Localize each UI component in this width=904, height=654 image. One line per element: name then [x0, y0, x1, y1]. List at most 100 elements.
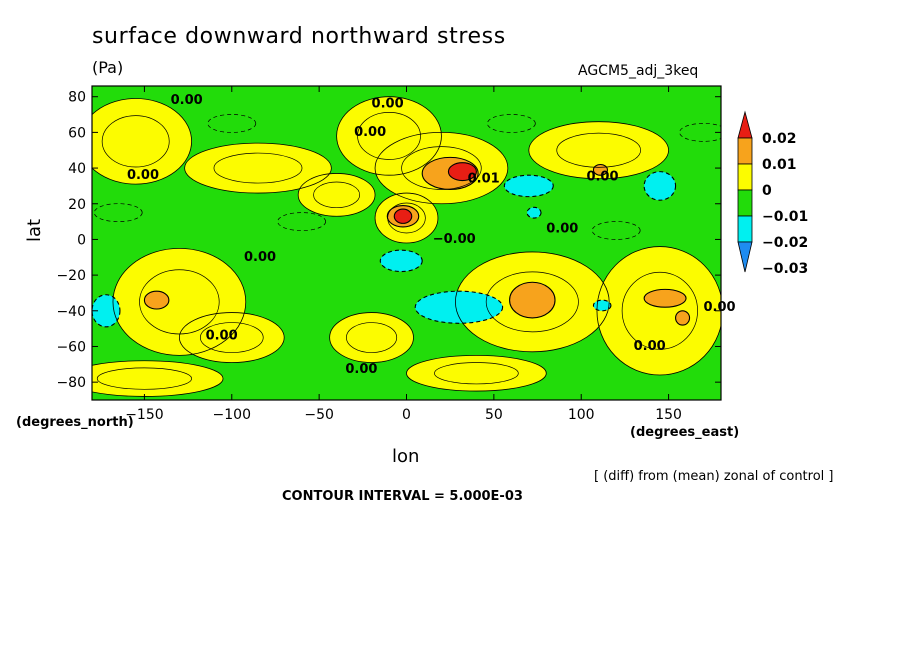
contour-label: 0.00 — [206, 328, 238, 343]
contour-region — [92, 360, 224, 397]
contour-line — [393, 208, 413, 224]
x-tick-label: 0 — [402, 407, 411, 423]
contour-label: 0.00 — [704, 300, 736, 315]
colorbar-label: 0 — [762, 183, 772, 199]
contour-region — [528, 121, 669, 179]
chart-title: surface downward northward stress — [92, 24, 506, 49]
contour-line — [528, 121, 669, 180]
contour-interval-label: CONTOUR INTERVAL = 5.000E-03 — [282, 489, 523, 504]
contour-region — [527, 207, 542, 219]
contour-line — [455, 251, 610, 353]
x-tick-label: 100 — [568, 407, 595, 423]
contour-line — [277, 212, 327, 231]
contour-label: 0.00 — [634, 339, 666, 354]
contour-line — [93, 203, 143, 223]
x-tick-label: −150 — [125, 407, 163, 423]
contour-line — [379, 249, 423, 273]
difference-note: [ (diff) from (mean) zonal of control ] — [594, 469, 834, 484]
contour-line — [199, 322, 264, 353]
contour-line — [503, 174, 554, 198]
contour-line — [374, 131, 509, 205]
contour-label: 0.01 — [468, 171, 500, 186]
contour-label: −0.00 — [433, 232, 476, 247]
colorbar-swatch — [737, 241, 753, 273]
contour-line — [329, 312, 414, 363]
contour-region — [179, 312, 285, 363]
y-tick-label: 0 — [77, 232, 86, 248]
contour-region — [406, 355, 547, 392]
contour-line — [346, 322, 398, 353]
contour-region — [596, 246, 721, 376]
contour-line — [596, 246, 721, 376]
contour-line — [374, 192, 439, 244]
contour-line — [401, 146, 482, 190]
contour-labels: 0.00 0.00 0.00 0.00 0.01 0.00 −0.00 0.00 0.00 0.0… — [127, 93, 736, 377]
colorbar-label: 0.02 — [762, 131, 797, 147]
contour-label: 0.00 — [546, 221, 578, 236]
contour-line — [421, 156, 479, 191]
contour-label: 0.00 — [345, 362, 377, 377]
colorbar: 0.02 0.01 0 −0.01 −0.02 −0.03 — [737, 110, 808, 277]
contour-region — [380, 250, 423, 272]
x-unit-label: (degrees_east) — [630, 425, 740, 440]
contour-line — [297, 173, 376, 217]
colorbar-swatch — [737, 215, 753, 243]
colorbar-swatch — [737, 110, 753, 139]
contour-line — [96, 367, 192, 390]
axis-ticks: −150 −100 −50 0 50 100 150 80 60 40 20 0 −20 −40 −60 −8… — [56, 86, 721, 423]
contour-line — [643, 288, 687, 308]
contour-line — [414, 290, 504, 324]
contour-line — [357, 112, 421, 160]
contour-region — [144, 291, 169, 310]
contour-region — [415, 291, 503, 324]
colorbar-swatch — [737, 137, 753, 165]
colorbar-swatch — [737, 163, 753, 191]
contour-region — [593, 300, 611, 311]
x-tick-label: 150 — [655, 407, 682, 423]
colorbar-label: 0.01 — [762, 157, 797, 173]
x-tick-label: −100 — [213, 407, 251, 423]
contour-line — [92, 294, 121, 328]
contour-region — [184, 143, 332, 194]
contour-line — [591, 221, 641, 240]
contour-line — [178, 312, 285, 363]
contour-line — [485, 271, 579, 333]
contour-label: 0.00 — [586, 170, 618, 185]
colorbar-label: −0.01 — [762, 209, 808, 225]
contour-line — [313, 181, 361, 209]
contour-label: 0.00 — [171, 93, 203, 108]
contour-line — [486, 114, 536, 133]
y-tick-label: −60 — [56, 339, 86, 355]
contour-line — [592, 163, 608, 176]
colorbar-swatch — [737, 189, 753, 217]
contour-line — [434, 362, 519, 385]
y-tick-label: −20 — [56, 268, 86, 284]
contour-region — [298, 173, 376, 217]
contour-region — [504, 175, 554, 197]
contour-region — [675, 310, 690, 326]
contour-line — [621, 271, 698, 350]
contour-line — [184, 142, 332, 194]
contour-label: 0.00 — [372, 96, 404, 111]
y-tick-label: −80 — [56, 375, 86, 391]
colorbar-label: −0.02 — [762, 235, 808, 251]
contour-label: 0.00 — [127, 168, 159, 183]
contour-region — [509, 282, 556, 318]
run-label: AGCM5_adj_3keq — [578, 63, 699, 79]
contour-line — [643, 171, 677, 201]
y-tick-label: 60 — [68, 125, 86, 141]
y-tick-label: −40 — [56, 304, 86, 320]
x-axis-label: lon — [392, 446, 420, 467]
y-tick-label: 80 — [68, 90, 86, 106]
contour-region — [448, 162, 477, 181]
contour-line — [447, 162, 477, 182]
x-tick-label: −50 — [304, 407, 334, 423]
contour-line — [207, 114, 257, 133]
filled-contours — [92, 86, 721, 400]
contour-line — [92, 98, 192, 185]
contour-line — [556, 132, 641, 168]
units-label: (Pa) — [92, 58, 124, 77]
contour-label: 0.00 — [244, 250, 276, 265]
contour-line — [143, 290, 170, 310]
